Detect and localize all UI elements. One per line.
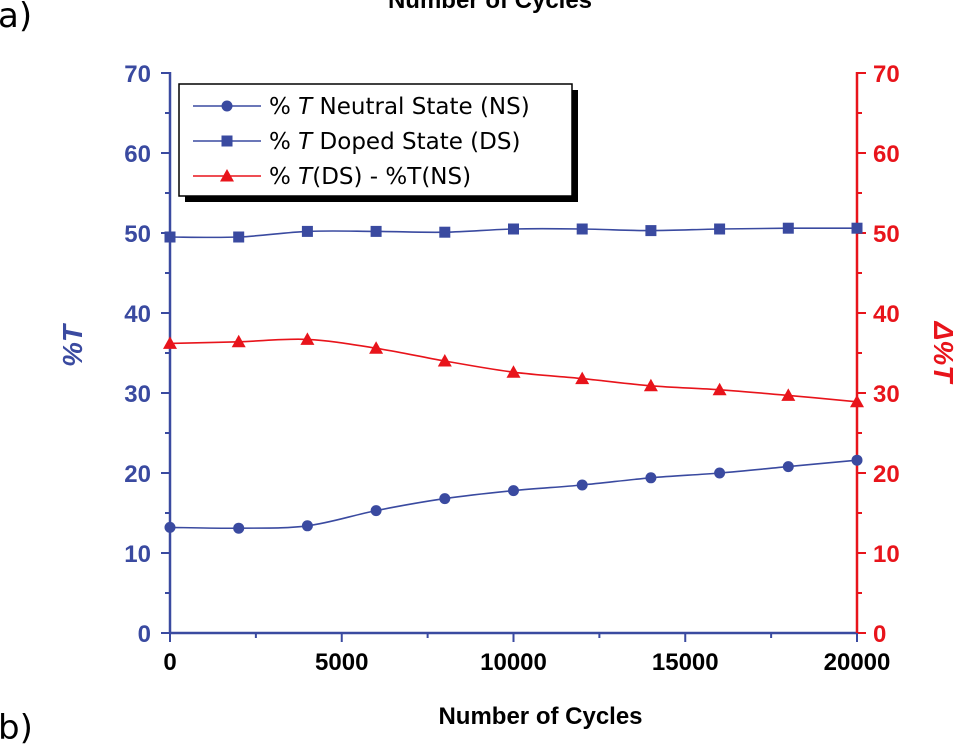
data-point-triangle — [437, 354, 452, 367]
data-point-triangle — [643, 378, 658, 392]
legend-marker-triangle — [220, 169, 234, 182]
left-y-tick-label: 0 — [138, 621, 151, 648]
x-tick-label: 15000 — [652, 649, 719, 676]
series-layer — [163, 222, 864, 534]
data-point-triangle — [369, 341, 384, 354]
data-point-circle — [714, 467, 726, 479]
data-point-triangle — [781, 388, 796, 401]
right-y-tick-label: 40 — [873, 301, 900, 328]
data-point-square — [645, 225, 657, 237]
data-point-circle — [164, 521, 176, 533]
data-point-triangle — [163, 336, 177, 349]
data-point-triangle — [850, 394, 864, 408]
right-y-axis-title: Δ%T — [928, 321, 959, 386]
data-point-triangle — [712, 382, 727, 396]
right-y-tick-label: 20 — [873, 461, 900, 488]
data-point-circle — [370, 505, 382, 517]
right-y-tick-label: 10 — [873, 541, 900, 568]
series-2 — [163, 332, 864, 408]
left-y-tick-label: 30 — [124, 381, 151, 408]
data-point-circle — [851, 454, 863, 466]
right-y-tick-label: 70 — [873, 61, 900, 88]
left-y-tick-label: 70 — [124, 61, 151, 88]
x-tick-label: 0 — [163, 649, 176, 676]
data-point-circle — [439, 493, 451, 505]
left-y-axis-title: %T — [57, 322, 88, 367]
series-0 — [164, 454, 863, 534]
legend-label: % T(DS) - %T(NS) — [269, 164, 471, 190]
data-point-square — [508, 223, 519, 235]
legend-box — [178, 83, 573, 197]
series-1 — [164, 222, 863, 243]
left-y-tick-label: 10 — [124, 541, 151, 568]
data-point-circle — [576, 479, 588, 491]
legend-marker-circle — [221, 100, 233, 112]
data-point-square — [164, 231, 176, 243]
left-y-tick-label: 20 — [124, 461, 151, 488]
legend-label: % T Doped State (DS) — [269, 129, 520, 155]
right-y-tick-label: 60 — [873, 141, 900, 168]
data-point-triangle — [506, 365, 521, 378]
right-y-tick-label: 30 — [873, 381, 900, 408]
cut-off-axis-title: Number of Cycles — [387, 0, 593, 14]
right-y-tick-label: 0 — [873, 621, 886, 648]
data-point-triangle — [231, 334, 246, 348]
data-point-square — [714, 223, 726, 235]
legend: % T Neutral State (NS) % T Doped State (D… — [178, 83, 578, 202]
data-point-circle — [508, 485, 519, 497]
data-point-square — [301, 225, 313, 237]
legend-label: % T Neutral State (NS) — [269, 94, 530, 120]
panel-label-a: a) — [0, 0, 33, 36]
data-point-square — [233, 231, 245, 243]
data-point-circle — [782, 461, 794, 473]
legend-marker-square — [221, 135, 233, 147]
data-point-square — [782, 222, 794, 234]
left-y-tick-label: 60 — [124, 141, 151, 168]
data-point-square — [370, 225, 382, 237]
data-point-triangle — [575, 371, 590, 385]
data-point-square — [439, 226, 451, 238]
data-point-circle — [301, 520, 313, 532]
left-y-tick-label: 40 — [124, 301, 151, 328]
x-tick-label: 20000 — [824, 649, 891, 676]
data-point-square — [851, 222, 863, 234]
right-y-tick-label: 50 — [873, 221, 900, 248]
x-tick-label: 5000 — [315, 649, 368, 676]
data-point-square — [576, 223, 588, 235]
left-y-tick-label: 50 — [124, 221, 151, 248]
data-point-circle — [645, 472, 657, 484]
x-axis-title: Number of Cycles — [438, 703, 642, 730]
x-tick-label: 10000 — [480, 649, 547, 676]
data-point-triangle — [300, 332, 315, 345]
data-point-circle — [233, 522, 245, 534]
